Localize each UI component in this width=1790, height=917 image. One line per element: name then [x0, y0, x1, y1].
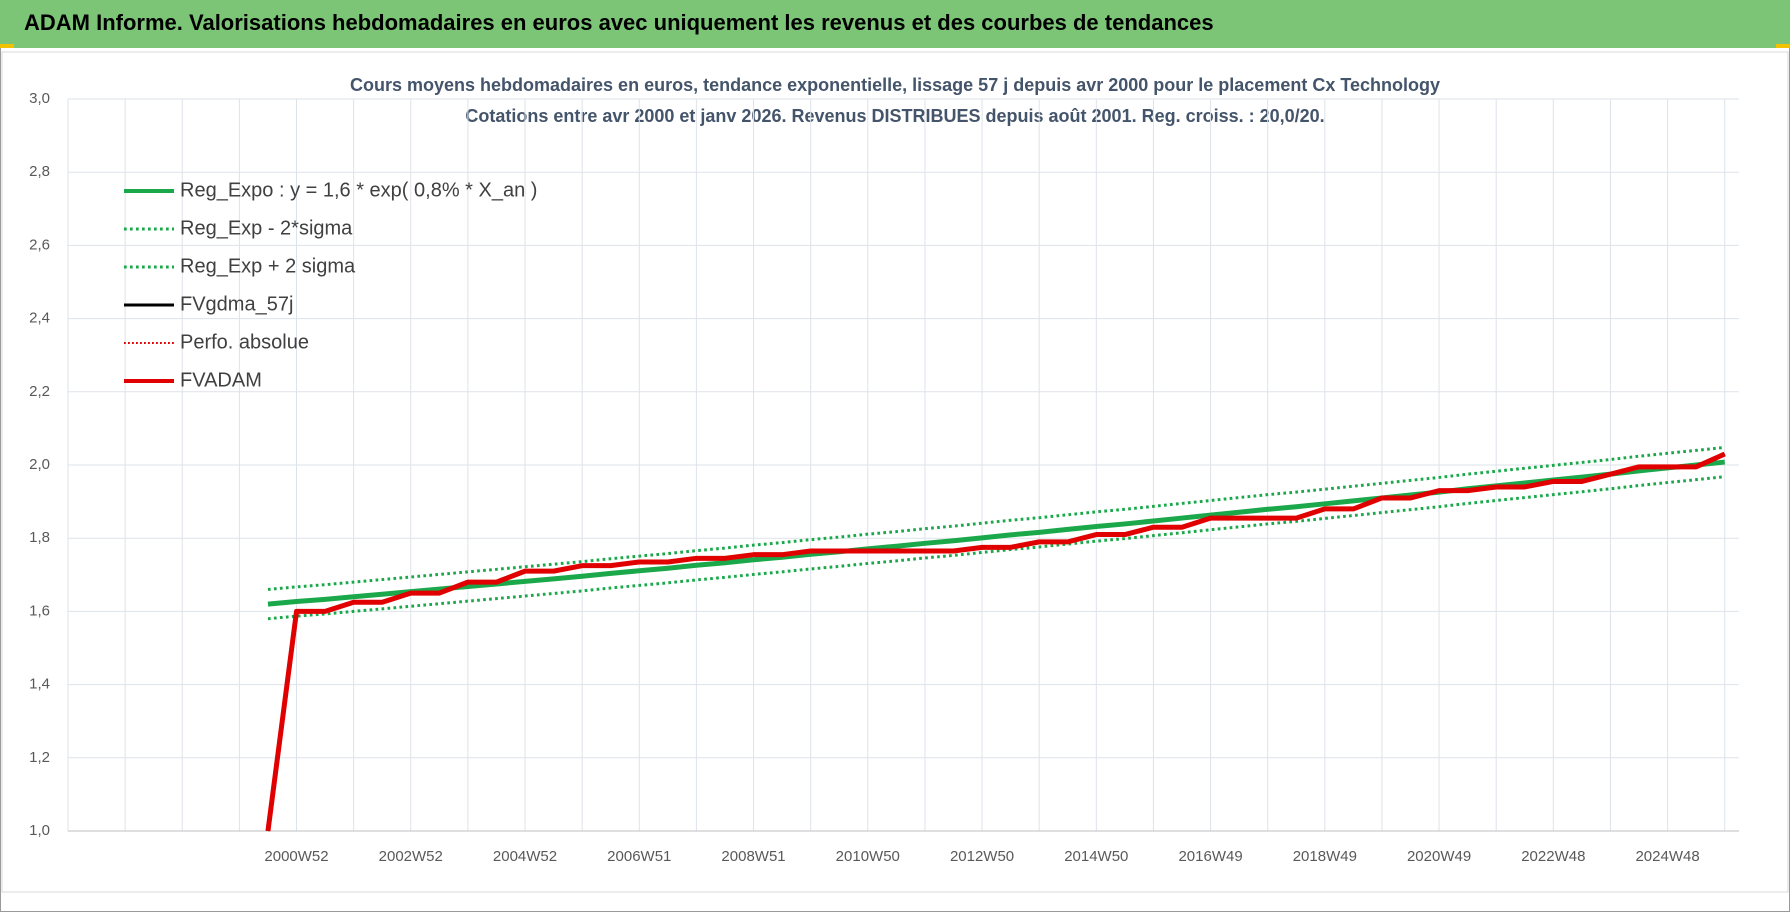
y-tick-label: 1,0: [29, 822, 50, 839]
chart-area: [1, 51, 1789, 893]
y-tick-label: 1,4: [29, 676, 50, 693]
x-tick-label: 2010W50: [836, 848, 900, 865]
y-tick-label: 2,8: [29, 163, 50, 180]
x-tick-label: 2014W50: [1064, 848, 1128, 865]
corner-mark: [1776, 44, 1790, 48]
x-tick-label: 2018W49: [1293, 848, 1357, 865]
x-tick-label: 2008W51: [721, 848, 785, 865]
x-tick-label: 2002W52: [379, 848, 443, 865]
chart-subtitle: Cotations entre avr 2000 et janv 2026. R…: [465, 106, 1324, 126]
series-line: [265, 451, 1726, 832]
x-tick-label: 2006W51: [607, 848, 671, 865]
y-tick-label: 2,4: [29, 310, 50, 327]
series-line: [267, 475, 1725, 621]
x-tick-label: 2000W52: [264, 848, 328, 865]
x-tick-label: 2022W48: [1521, 848, 1585, 865]
x-tick-label: 2012W50: [950, 848, 1014, 865]
x-tick-label: 2016W49: [1178, 848, 1242, 865]
x-tick-label: 2020W49: [1407, 848, 1471, 865]
corner-mark: [0, 44, 14, 48]
legend-label: Reg_Exp - 2*sigma: [180, 217, 353, 239]
legend-label: FVgdma_57j: [180, 293, 293, 315]
x-tick-label: 2024W48: [1635, 848, 1699, 865]
legend-label: Perfo. absolue: [180, 331, 309, 353]
series-line: [267, 445, 1725, 591]
y-tick-label: 1,2: [29, 749, 50, 766]
y-tick-label: 2,6: [29, 236, 50, 253]
y-tick-label: 2,0: [29, 456, 50, 473]
legend-label: FVADAM: [180, 369, 262, 391]
legend-label: Reg_Exp + 2 sigma: [180, 255, 356, 277]
y-tick-label: 2,2: [29, 383, 50, 400]
legend-label: Reg_Expo : y = 1,6 * exp( 0,8% * X_an ): [180, 179, 537, 201]
x-tick-label: 2004W52: [493, 848, 557, 865]
chart-title: Cours moyens hebdomadaires en euros, ten…: [350, 75, 1440, 95]
header-bar: [0, 0, 1790, 48]
y-tick-label: 1,8: [29, 529, 50, 546]
y-tick-label: 1,6: [29, 602, 50, 619]
header-title: ADAM Informe. Valorisations hebdomadaire…: [24, 10, 1214, 35]
y-tick-label: 3,0: [29, 90, 50, 107]
